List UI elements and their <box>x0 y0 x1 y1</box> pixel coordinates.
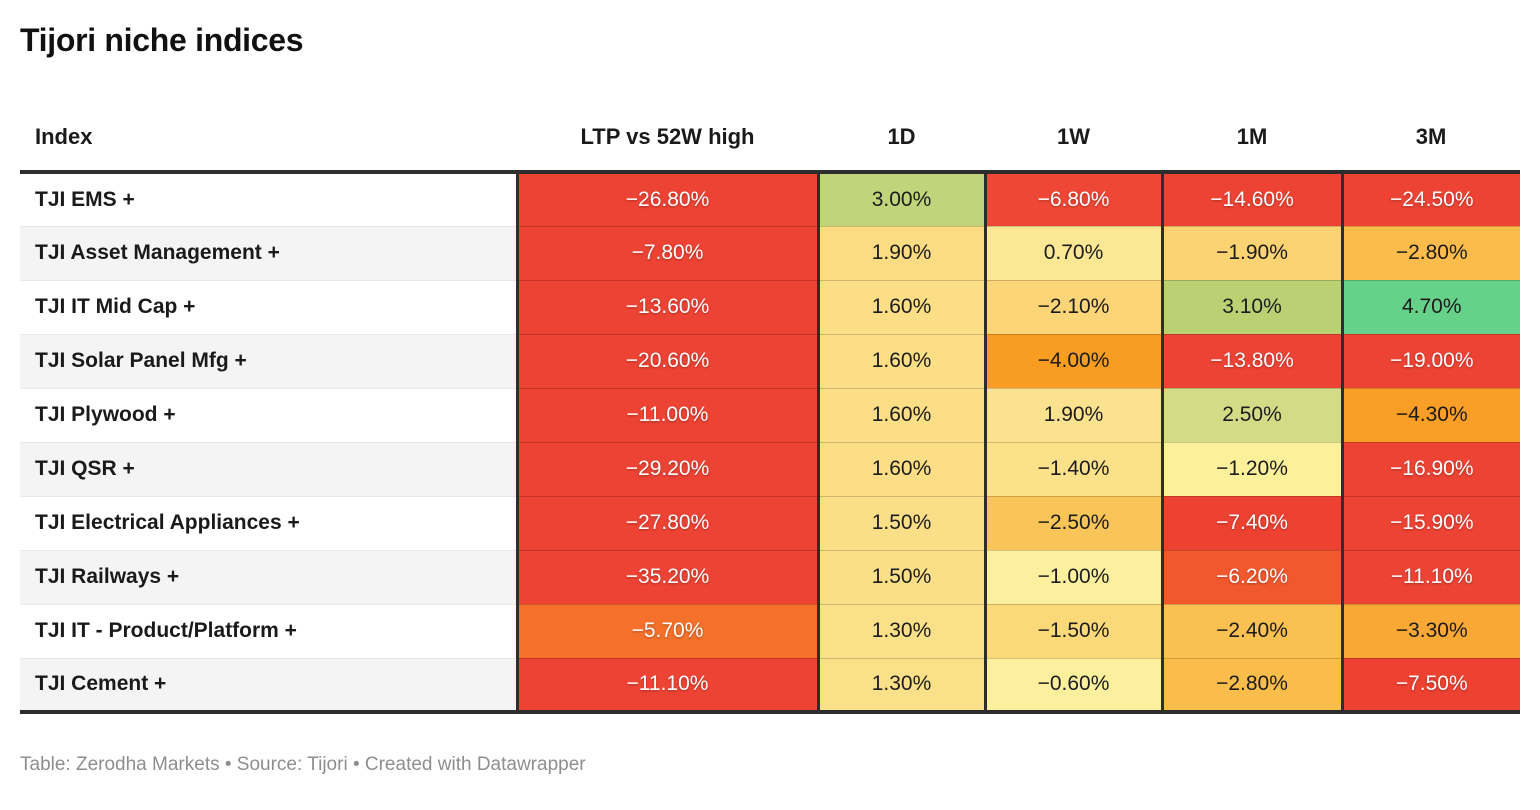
value-cell: −6.80% <box>983 172 1162 226</box>
value-cell: −11.00% <box>515 387 818 442</box>
table-row: TJI IT - Product/Platform + −5.70% 1.30% −1… <box>20 603 1520 658</box>
index-cell[interactable]: TJI IT Mid Cap + <box>20 279 517 334</box>
indices-table: Index LTP vs 52W high 1D 1W 1M 3M TJI EM… <box>20 104 1520 714</box>
value-cell: −2.40% <box>1160 603 1342 658</box>
table-row: TJI Solar Panel Mfg + −20.60% 1.60% −4.00% −… <box>20 333 1520 388</box>
value-cell: 1.50% <box>816 495 985 550</box>
value-cell: −16.90% <box>1340 441 1520 496</box>
value-cell: −20.60% <box>515 333 818 388</box>
index-cell[interactable]: TJI Solar Panel Mfg + <box>20 333 517 388</box>
value-cell: −1.00% <box>983 549 1162 604</box>
value-cell: −7.50% <box>1340 657 1520 712</box>
value-cell: 1.90% <box>816 225 985 280</box>
value-cell: −4.00% <box>983 333 1162 388</box>
col-header-1m: 1M <box>1162 104 1342 174</box>
chart-title: Tijori niche indices <box>20 22 304 58</box>
value-cell: −13.80% <box>1160 333 1342 388</box>
value-cell: −5.70% <box>515 603 818 658</box>
index-cell[interactable]: TJI EMS + <box>20 172 517 226</box>
value-cell: 4.70% <box>1340 279 1520 334</box>
value-cell: 1.50% <box>816 549 985 604</box>
col-header-index: Index <box>20 104 517 174</box>
value-cell: −2.10% <box>983 279 1162 334</box>
value-cell: −29.20% <box>515 441 818 496</box>
value-cell: 1.60% <box>816 333 985 388</box>
value-cell: −4.30% <box>1340 387 1520 442</box>
value-cell: −27.80% <box>515 495 818 550</box>
value-cell: −1.90% <box>1160 225 1342 280</box>
table-row: TJI Cement + −11.10% 1.30% −0.60% −2.80% −7.5… <box>20 657 1520 712</box>
col-header-1w: 1W <box>985 104 1162 174</box>
value-cell: −35.20% <box>515 549 818 604</box>
value-cell: −15.90% <box>1340 495 1520 550</box>
table-row: TJI IT Mid Cap + −13.60% 1.60% −2.10% 3.10% 4… <box>20 279 1520 334</box>
value-cell: 1.60% <box>816 387 985 442</box>
value-cell: 1.30% <box>816 657 985 712</box>
value-cell: 3.10% <box>1160 279 1342 334</box>
value-cell: −6.20% <box>1160 549 1342 604</box>
header-row: Index LTP vs 52W high 1D 1W 1M 3M <box>20 104 1520 174</box>
value-cell: −19.00% <box>1340 333 1520 388</box>
page: Tijori niche indices Index LTP vs 52W hi… <box>20 22 1520 775</box>
value-cell: −13.60% <box>515 279 818 334</box>
index-cell[interactable]: TJI IT - Product/Platform + <box>20 603 517 658</box>
table-row: TJI Electrical Appliances + −27.80% 1.50% −… <box>20 495 1520 550</box>
value-cell: −24.50% <box>1340 172 1520 226</box>
index-cell[interactable]: TJI Railways + <box>20 549 517 604</box>
attribution-footer: Table: Zerodha Markets • Source: Tijori … <box>20 754 586 775</box>
value-cell: 1.30% <box>816 603 985 658</box>
value-cell: 3.00% <box>816 172 985 226</box>
value-cell: 1.60% <box>816 441 985 496</box>
index-cell[interactable]: TJI Asset Management + <box>20 225 517 280</box>
value-cell: 1.90% <box>983 387 1162 442</box>
index-cell[interactable]: TJI Cement + <box>20 657 517 712</box>
value-cell: −7.80% <box>515 225 818 280</box>
value-cell: −11.10% <box>515 657 818 712</box>
value-cell: −7.40% <box>1160 495 1342 550</box>
value-cell: −3.30% <box>1340 603 1520 658</box>
value-cell: −1.50% <box>983 603 1162 658</box>
table-row: TJI Plywood + −11.00% 1.60% 1.90% 2.50% −4.30… <box>20 387 1520 442</box>
index-cell[interactable]: TJI QSR + <box>20 441 517 496</box>
index-cell[interactable]: TJI Electrical Appliances + <box>20 495 517 550</box>
table-row: TJI Asset Management + −7.80% 1.90% 0.70% −1… <box>20 225 1520 280</box>
value-cell: −2.80% <box>1160 657 1342 712</box>
value-cell: 1.60% <box>816 279 985 334</box>
table-row: TJI Railways + −35.20% 1.50% −1.00% −6.20% −1… <box>20 549 1520 604</box>
value-cell: −11.10% <box>1340 549 1520 604</box>
index-cell[interactable]: TJI Plywood + <box>20 387 517 442</box>
col-header-1d: 1D <box>818 104 985 174</box>
value-cell: −1.20% <box>1160 441 1342 496</box>
value-cell: −1.40% <box>983 441 1162 496</box>
table-row: TJI EMS + −26.80% 3.00% −6.80% −14.60% −24.50… <box>20 172 1520 226</box>
col-header-ltp-vs-52w-high: LTP vs 52W high <box>517 104 818 174</box>
col-header-3m: 3M <box>1342 104 1520 174</box>
value-cell: 2.50% <box>1160 387 1342 442</box>
value-cell: 0.70% <box>983 225 1162 280</box>
table-row: TJI QSR + −29.20% 1.60% −1.40% −1.20% −16.90% <box>20 441 1520 496</box>
value-cell: −14.60% <box>1160 172 1342 226</box>
value-cell: −2.50% <box>983 495 1162 550</box>
value-cell: −2.80% <box>1340 225 1520 280</box>
table-body: TJI EMS + −26.80% 3.00% −6.80% −14.60% −24.50… <box>20 172 1520 712</box>
value-cell: −26.80% <box>515 172 818 226</box>
value-cell: −0.60% <box>983 657 1162 712</box>
